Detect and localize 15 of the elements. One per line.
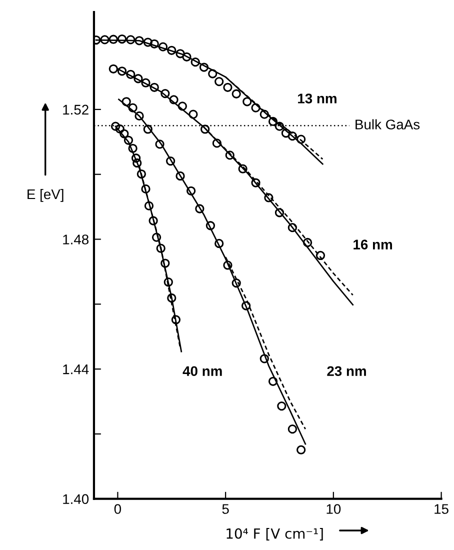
y-tick-label: 1.48 <box>63 234 89 244</box>
x-tick-label: 5 <box>222 504 229 514</box>
y-tick-label: 1.52 <box>63 104 88 115</box>
annotation: 16 nm <box>354 240 392 250</box>
y-tick-label: 1.44 <box>63 364 89 374</box>
annotation: 13 nm <box>298 94 336 104</box>
x-tick-label: 10 <box>326 504 341 514</box>
ref-line-label: Bulk GaAs <box>356 119 420 130</box>
x-tick-label: 15 <box>434 504 448 514</box>
y-tick-label: 1.40 <box>63 494 89 504</box>
annotation: 40 nm <box>182 366 222 376</box>
x-axis-title: 10⁴ F [V cm⁻¹] <box>226 528 323 540</box>
x-tick-label: 0 <box>114 504 122 514</box>
annotation: 23 nm <box>327 366 366 376</box>
y-axis-title: E [eV] <box>28 188 64 202</box>
